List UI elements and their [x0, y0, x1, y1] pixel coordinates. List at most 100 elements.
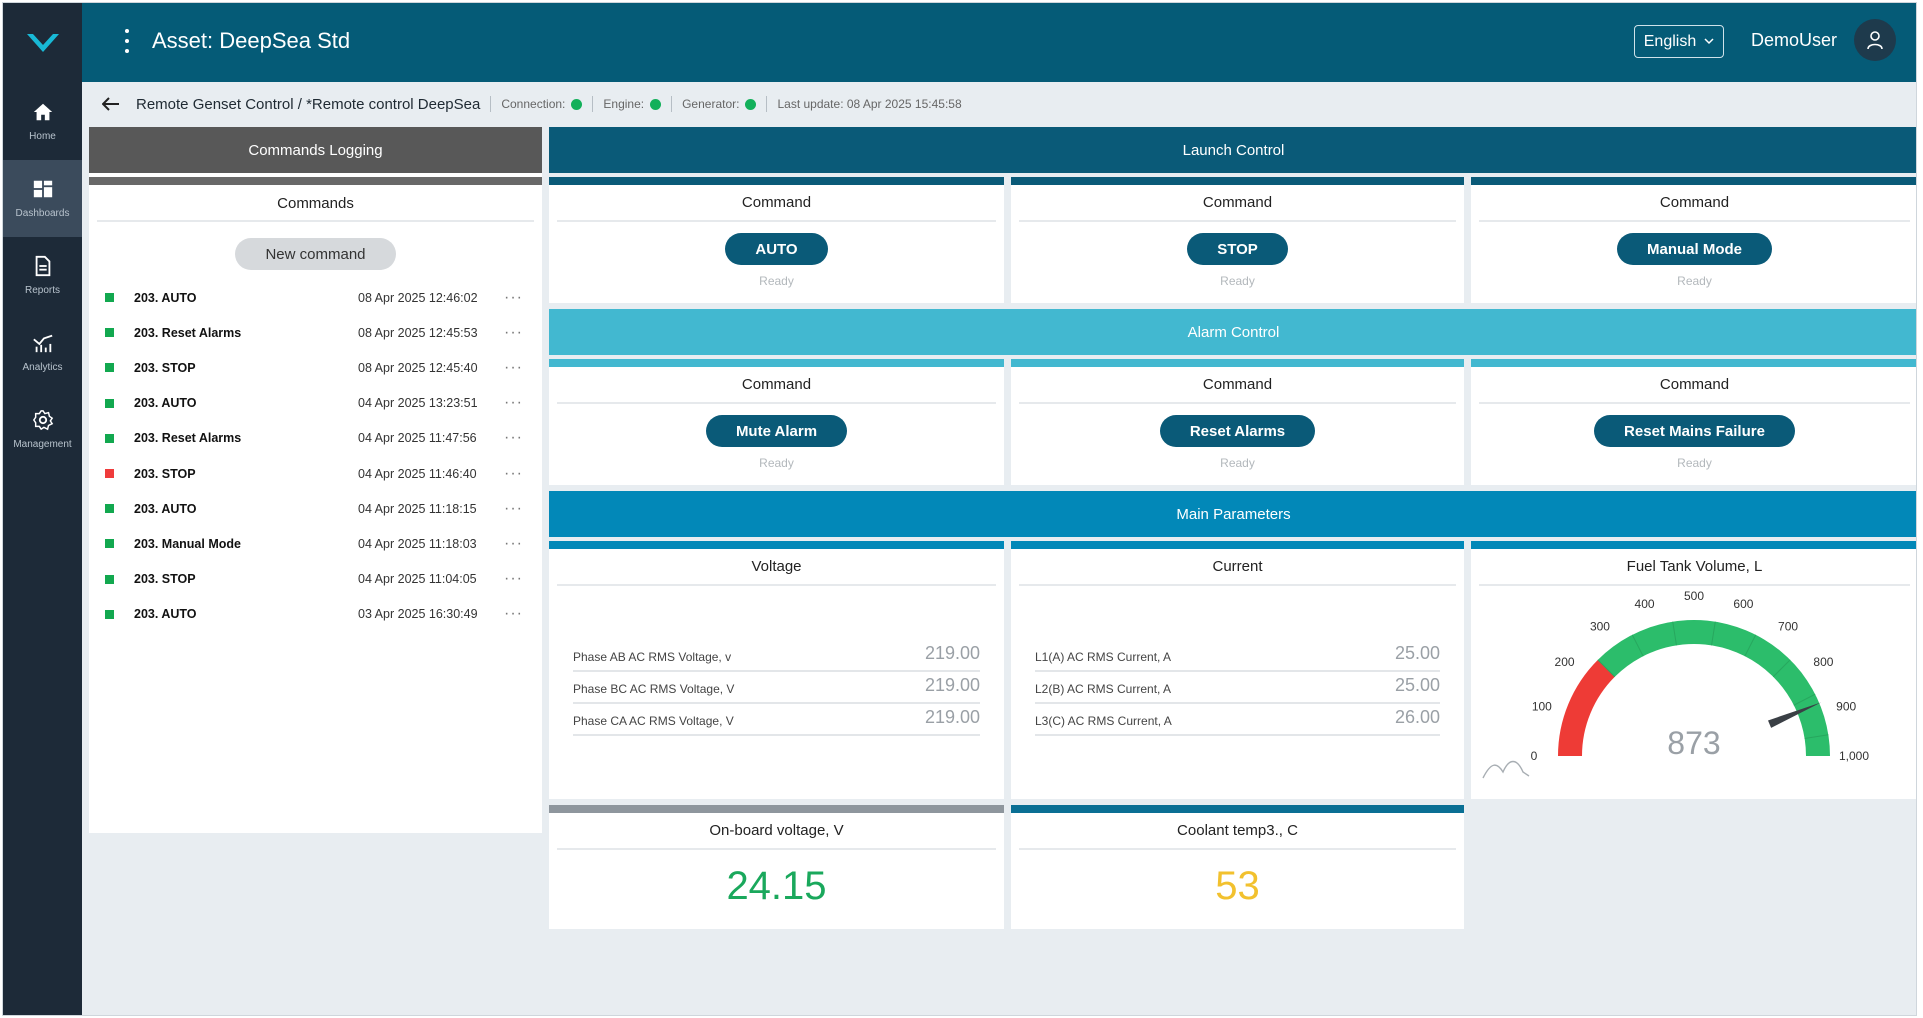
divider: [490, 96, 492, 112]
param-label: Phase AB AC RMS Voltage, v: [573, 650, 732, 664]
gauge-tick-label: 600: [1733, 597, 1753, 611]
manual-mode-button[interactable]: Manual Mode: [1616, 233, 1772, 265]
sidebar-item-analytics[interactable]: Analytics: [3, 314, 82, 391]
status-indicator: [105, 504, 114, 514]
generator-dot: [745, 98, 757, 110]
card-title: On-board voltage, V: [557, 813, 996, 850]
gauge-green-zone: [1597, 620, 1830, 756]
gauge-tick-label: 900: [1836, 700, 1856, 714]
gauge-tick-label: 1,000: [1839, 749, 1869, 763]
more-options-icon[interactable]: ···: [504, 429, 523, 447]
more-options-icon[interactable]: ···: [504, 605, 523, 623]
command-name: 203. AUTO: [134, 501, 197, 516]
launch-card-stop: Command STOP Ready: [1011, 177, 1464, 303]
gauge-separator: [1744, 634, 1757, 657]
card-topbar: [1471, 359, 1916, 367]
card-title: Fuel Tank Volume, L: [1479, 549, 1910, 586]
card-topbar: [1471, 177, 1916, 185]
status-indicator: [105, 539, 114, 549]
sidebar-item-home[interactable]: Home: [3, 83, 82, 160]
commands-logging-header: Commands Logging: [89, 127, 542, 173]
engine-dot: [650, 98, 662, 110]
list-item: 203. STOP 04 Apr 2025 11:46:40 ···: [89, 456, 542, 491]
card-title: Command: [1019, 185, 1456, 222]
sidebar-item-dashboards[interactable]: Dashboards: [3, 160, 82, 237]
more-menu-icon[interactable]: [122, 25, 132, 57]
card-topbar: [549, 541, 1004, 549]
back-arrow-icon[interactable]: [100, 93, 122, 115]
command-name: 203. AUTO: [134, 290, 197, 305]
sidebar-item-label: Analytics: [22, 362, 63, 373]
command-time: 08 Apr 2025 12:45:40: [358, 360, 478, 375]
fuel-gauge: 0 100 200 300 400 500 600 700 800 900 1,000 873: [1482, 589, 1869, 779]
status-indicator: [105, 469, 114, 479]
sidebar-item-label: Reports: [24, 285, 60, 296]
more-options-icon[interactable]: ···: [504, 499, 523, 517]
more-options-icon[interactable]: ···: [504, 394, 523, 412]
stop-button[interactable]: STOP: [1187, 233, 1288, 265]
sidebar-item-label: Dashboards: [15, 208, 70, 219]
command-name: 203. Reset Alarms: [134, 325, 242, 340]
sidebar-item-reports[interactable]: Reports: [3, 237, 82, 314]
command-name: 203. STOP: [134, 572, 196, 587]
coolant-temp-card: Coolant temp3., C 53: [1011, 805, 1464, 929]
status-indicator: [105, 293, 114, 303]
brand-logo[interactable]: [3, 3, 82, 83]
more-options-icon[interactable]: ···: [504, 288, 523, 306]
gauge-tick-label: 200: [1555, 655, 1575, 669]
more-options-icon[interactable]: ···: [504, 534, 523, 552]
new-command-button[interactable]: New command: [235, 238, 396, 270]
gear-icon: [32, 410, 53, 431]
command-time: 04 Apr 2025 11:46:40: [358, 466, 477, 481]
sidebar-item-management[interactable]: Management: [3, 391, 82, 468]
language-select[interactable]: English: [1634, 25, 1724, 58]
card-title: Command: [557, 185, 996, 222]
command-name: 203. Reset Alarms: [134, 431, 242, 446]
commands-logging-panel: Commands Logging Commands New command 20…: [89, 127, 542, 833]
sidebar: Home Dashboards Reports Analytics: [3, 3, 82, 1015]
more-options-icon[interactable]: ···: [504, 323, 523, 341]
status-indicator: [105, 398, 114, 408]
avatar[interactable]: [1854, 19, 1896, 61]
card-title: Voltage: [557, 549, 996, 586]
list-item: 203. STOP 04 Apr 2025 11:04:05 ···: [89, 562, 542, 597]
alarm-card-reset: Command Reset Alarms Ready: [1011, 359, 1464, 485]
onboard-voltage-value: 24.15: [726, 864, 827, 908]
mute-alarm-button[interactable]: Mute Alarm: [705, 415, 848, 447]
gauge-tick-label: 400: [1635, 597, 1655, 611]
card-topbar: [1011, 541, 1464, 549]
reset-alarms-button[interactable]: Reset Alarms: [1159, 415, 1316, 447]
user-name[interactable]: DemoUser: [1750, 30, 1837, 50]
command-status: Ready: [1677, 274, 1712, 288]
gauge-tick-label: 500: [1684, 589, 1704, 603]
command-name: 203. STOP: [134, 466, 196, 481]
auto-button[interactable]: AUTO: [725, 233, 828, 265]
report-icon: [35, 255, 50, 277]
command-status: Ready: [759, 274, 794, 288]
divider: [766, 96, 768, 112]
launch-card-auto: Command AUTO Ready: [549, 177, 1004, 303]
gauge-tick-label: 100: [1532, 700, 1552, 714]
home-icon: [33, 103, 52, 121]
command-status: Ready: [759, 456, 794, 470]
command-status: Ready: [1220, 456, 1255, 470]
card-topbar: [549, 177, 1004, 185]
card-title: Coolant temp3., C: [1019, 813, 1456, 850]
gauge-separator: [1772, 659, 1791, 678]
more-options-icon[interactable]: ···: [504, 358, 523, 376]
more-options-icon[interactable]: ···: [504, 570, 523, 588]
status-indicator: [105, 433, 114, 443]
status-indicator: [105, 363, 114, 373]
card-topbar: [1471, 541, 1916, 549]
gauge-red-zone: [1558, 659, 1615, 756]
trend-icon[interactable]: [1482, 760, 1530, 779]
reset-mains-failure-button[interactable]: Reset Mains Failure: [1594, 415, 1795, 447]
main-parameters-header: Main Parameters: [549, 491, 1916, 537]
list-item: 203. AUTO 08 Apr 2025 12:46:02 ···: [89, 280, 542, 315]
divider: [592, 96, 594, 112]
more-options-icon[interactable]: ···: [504, 464, 523, 482]
commands-title: Commands: [97, 185, 534, 222]
param-label: Phase CA AC RMS Voltage, V: [573, 714, 734, 728]
language-value: English: [1643, 32, 1697, 50]
